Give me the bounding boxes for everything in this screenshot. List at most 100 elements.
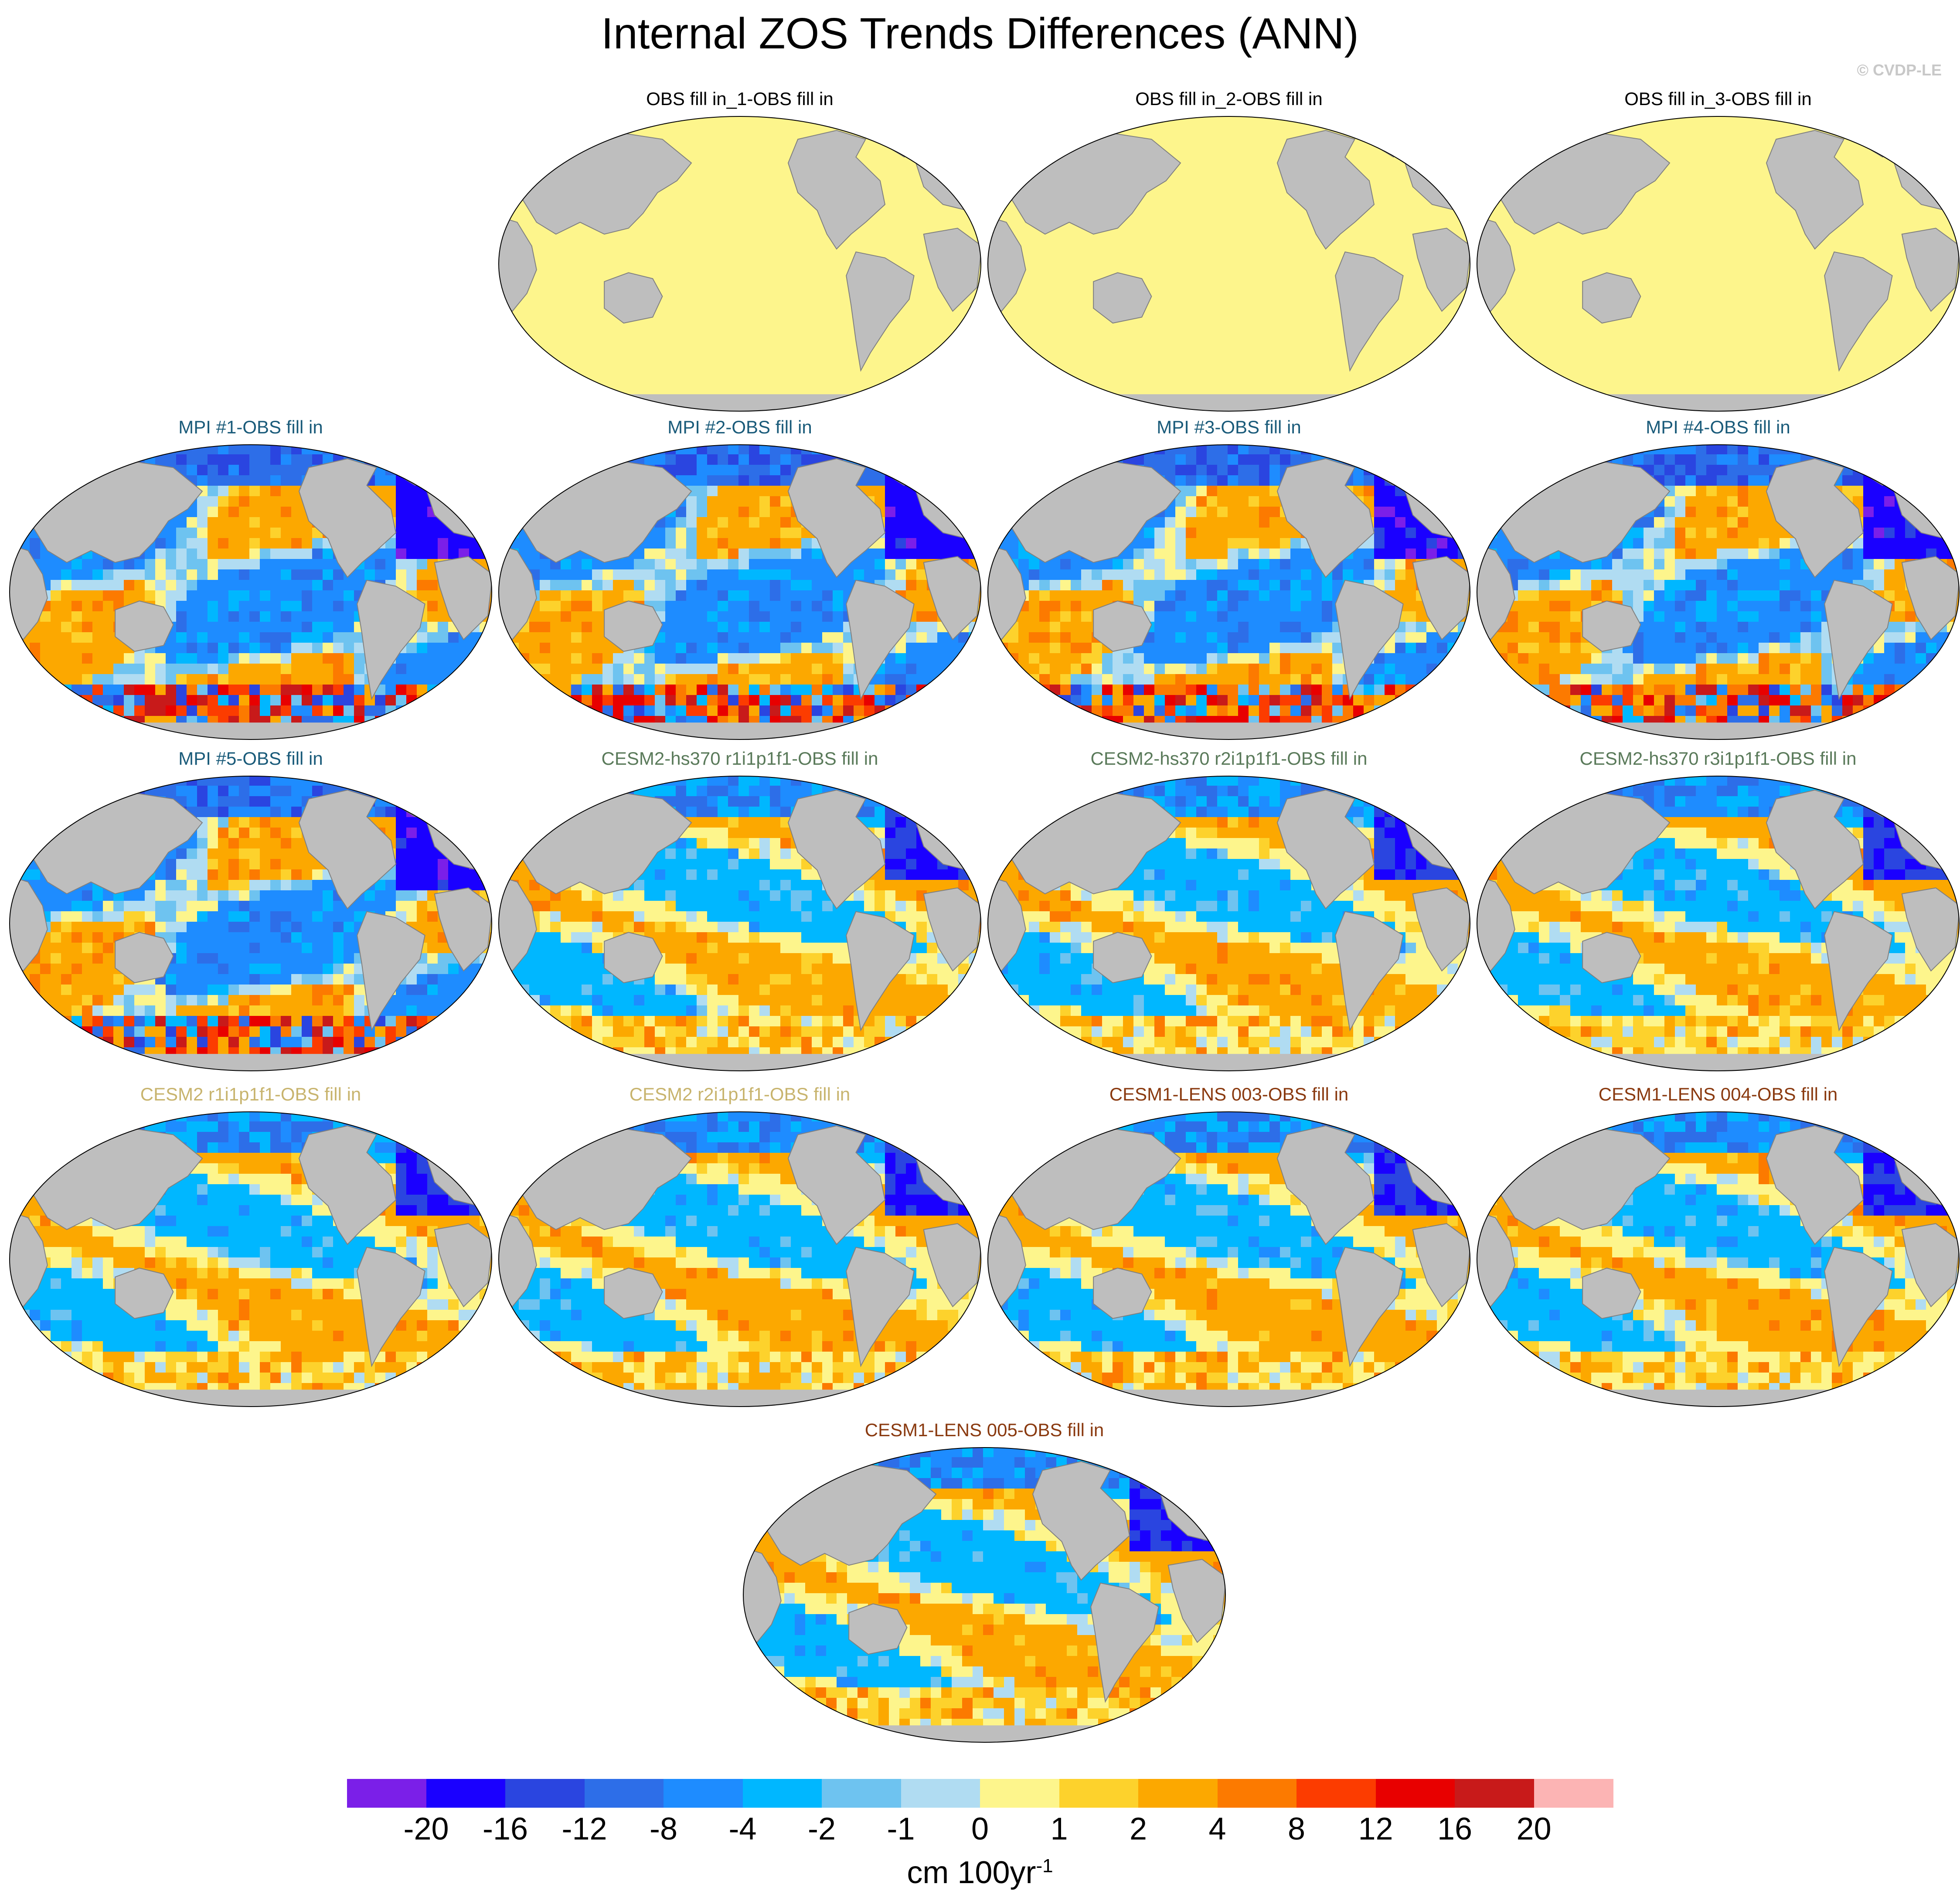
land-namerica: [1766, 458, 1864, 578]
land-antarctica: [1477, 722, 1959, 739]
land-antarctica: [988, 722, 1470, 739]
map-outline: [9, 1111, 492, 1407]
panel-title: CESM2 r1i1p1f1-OBS fill in: [140, 1084, 361, 1104]
map-outline: [1477, 116, 1960, 412]
land-samerica: [846, 579, 915, 700]
colorbar-tick-label: 1: [1050, 1812, 1068, 1846]
map-panel: [498, 1111, 981, 1407]
colorbar-tick-label: 16: [1437, 1812, 1473, 1846]
map-outline: [498, 444, 981, 740]
colorbar-tick-label: -20: [403, 1812, 449, 1846]
land-samerica: [1335, 251, 1404, 372]
watermark: © CVDP-LE: [1857, 61, 1942, 79]
land-namerica: [1276, 129, 1375, 250]
colorbar-segment: [1375, 1779, 1455, 1808]
land-namerica: [298, 458, 397, 578]
map-outline: [987, 776, 1470, 1071]
land-africaE: [1412, 556, 1470, 640]
map-panel: [9, 444, 492, 740]
panel-title: OBS fill in_1-OBS fill in: [646, 89, 834, 109]
land-australia: [1093, 932, 1152, 984]
land-samerica: [1824, 1247, 1893, 1367]
land-antarctica: [1477, 394, 1959, 411]
land-samerica: [1335, 911, 1404, 1032]
units-label: cm 100yr: [907, 1855, 1036, 1890]
land-samerica: [1824, 579, 1893, 700]
panel-title: OBS fill in_2-OBS fill in: [1135, 89, 1323, 109]
colorbar-segment: [505, 1779, 585, 1808]
panel-title: MPI #2-OBS fill in: [667, 417, 812, 437]
map-panel: [498, 776, 981, 1071]
land-australia: [604, 600, 663, 652]
map-outline: [498, 776, 981, 1071]
map-panel: [498, 116, 981, 412]
map-panel: [987, 444, 1470, 740]
map-panel: [1477, 1111, 1960, 1407]
land-antarctica: [988, 394, 1470, 411]
units-exponent: -1: [1036, 1855, 1053, 1877]
land-africaE: [1901, 556, 1959, 640]
land-namerica: [1276, 1125, 1375, 1245]
colorbar-segment: [347, 1779, 426, 1808]
land-australia: [1093, 272, 1152, 324]
land-namerica: [1766, 1125, 1864, 1245]
land-samerica: [1824, 251, 1893, 372]
land-samerica: [1335, 1247, 1404, 1367]
land-africaE: [1412, 887, 1470, 972]
land-africaE: [434, 887, 492, 972]
map-outline: [1477, 444, 1960, 740]
colorbar-units: cm 100yr-1: [0, 1853, 1960, 1892]
land-samerica: [846, 1247, 915, 1367]
land-namerica: [1766, 129, 1864, 250]
panel-title: CESM2 r2i1p1f1-OBS fill in: [629, 1084, 851, 1104]
land-antarctica: [10, 1054, 492, 1071]
colorbar-tick-label: -4: [728, 1812, 757, 1846]
colorbar-segment: [901, 1779, 980, 1808]
panel-title: MPI #1-OBS fill in: [178, 417, 323, 437]
colorbar-tick-label: -2: [807, 1812, 836, 1846]
land-namerica: [298, 789, 397, 910]
land-africaE: [1901, 887, 1959, 972]
map-outline: [987, 1111, 1470, 1407]
land-antarctica: [743, 1725, 1225, 1742]
land-namerica: [787, 789, 886, 910]
map-panel: [1477, 116, 1960, 412]
map-panel: [1477, 776, 1960, 1071]
map-outline: [498, 1111, 981, 1407]
land-antarctica: [1477, 1390, 1959, 1407]
colorbar-tick-label: 2: [1129, 1812, 1147, 1846]
land-antarctica: [499, 722, 981, 739]
map-outline: [743, 1447, 1226, 1743]
panel-title: CESM1-LENS 005-OBS fill in: [864, 1420, 1104, 1440]
land-africaE: [434, 556, 492, 640]
land-africaE: [923, 228, 981, 312]
land-australia: [1582, 1267, 1641, 1319]
map-outline: [498, 116, 981, 412]
panel-title: MPI #5-OBS fill in: [178, 748, 323, 769]
map-outline: [9, 776, 492, 1071]
land-antarctica: [10, 1390, 492, 1407]
panel-title: CESM1-LENS 004-OBS fill in: [1598, 1084, 1838, 1104]
colorbar-segment: [742, 1779, 822, 1808]
colorbar-tick-label: 8: [1287, 1812, 1306, 1846]
land-africaE: [923, 887, 981, 972]
colorbar-tick-label: 20: [1516, 1812, 1552, 1846]
land-africaE: [1412, 1223, 1470, 1308]
map-outline: [987, 444, 1470, 740]
land-samerica: [846, 911, 915, 1032]
colorbar: [347, 1779, 1613, 1808]
land-australia: [115, 600, 174, 652]
land-australia: [1582, 600, 1641, 652]
colorbar-tick-label: -1: [887, 1812, 915, 1846]
land-namerica: [1276, 458, 1375, 578]
land-samerica: [357, 911, 425, 1032]
colorbar-segment: [1217, 1779, 1297, 1808]
land-africaE: [1412, 228, 1470, 312]
map-panel: [987, 776, 1470, 1071]
land-namerica: [787, 1125, 886, 1245]
colorbar-tick-label: -12: [561, 1812, 607, 1846]
land-namerica: [1276, 789, 1375, 910]
colorbar-segment: [1296, 1779, 1376, 1808]
colorbar-segment: [822, 1779, 901, 1808]
page-title: Internal ZOS Trends Differences (ANN): [601, 9, 1359, 58]
